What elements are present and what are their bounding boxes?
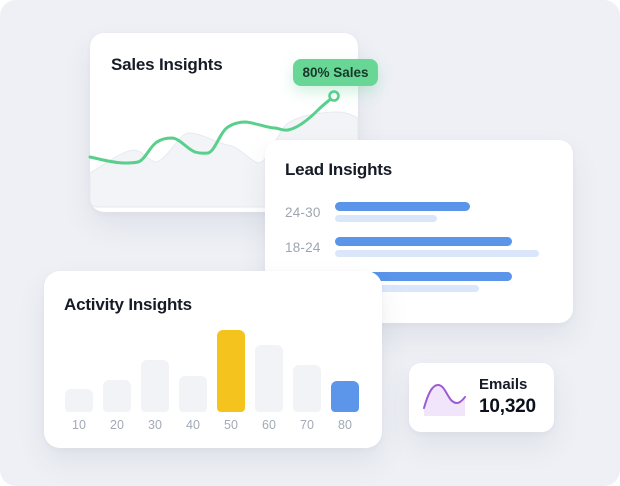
x-axis-label: 70 bbox=[300, 418, 314, 432]
lead-row: 18-24 bbox=[285, 237, 553, 257]
x-axis-label: 50 bbox=[224, 418, 238, 432]
line-endpoint-marker-icon bbox=[328, 90, 340, 102]
lead-row-label: 24-30 bbox=[285, 204, 321, 220]
activity-insights-card: Activity Insights 10 20 30 40 50 bbox=[44, 271, 382, 448]
bar-column: 40 bbox=[179, 328, 207, 432]
x-axis-label: 80 bbox=[338, 418, 352, 432]
bar-column: 60 bbox=[255, 328, 283, 432]
sales-insights-card: Sales Insights 80% Sales bbox=[88, 33, 378, 212]
bar-column: 50 bbox=[217, 328, 245, 432]
activity-bar bbox=[103, 380, 131, 412]
lead-card-title: Lead Insights bbox=[285, 160, 392, 179]
lead-bar-chart: 24-30 18-24 bbox=[285, 202, 553, 307]
activity-bar bbox=[179, 376, 207, 412]
activity-bar bbox=[65, 389, 93, 412]
activity-card-title: Activity Insights bbox=[64, 295, 192, 314]
lead-bar-primary bbox=[335, 272, 512, 281]
x-axis-label: 10 bbox=[72, 418, 86, 432]
emails-value: 10,320 bbox=[479, 395, 536, 417]
activity-bar-highlight-yellow bbox=[217, 330, 245, 412]
lead-row-label: 18-24 bbox=[285, 239, 321, 255]
x-axis-label: 30 bbox=[148, 418, 162, 432]
lead-bar-secondary bbox=[335, 285, 479, 292]
sales-card-title: Sales Insights bbox=[111, 55, 223, 74]
activity-bar-highlight-blue bbox=[331, 381, 359, 412]
lead-bar-primary bbox=[335, 237, 512, 246]
lead-row bbox=[285, 272, 553, 292]
activity-bar bbox=[255, 345, 283, 412]
bar-column: 10 bbox=[65, 328, 93, 432]
emails-area-shape bbox=[424, 384, 465, 416]
x-axis-label: 60 bbox=[262, 418, 276, 432]
activity-bar-chart: 10 20 30 40 50 60 bbox=[65, 328, 359, 432]
bar-column: 20 bbox=[103, 328, 131, 432]
sales-trend-line bbox=[88, 94, 336, 165]
emails-stat-card: Emails 10,320 bbox=[409, 363, 554, 432]
bar-column: 70 bbox=[293, 328, 321, 432]
emails-label: Emails bbox=[479, 376, 528, 394]
activity-bar bbox=[141, 360, 169, 412]
bar-column: 30 bbox=[141, 328, 169, 432]
bar-column: 80 bbox=[331, 328, 359, 432]
x-axis-label: 20 bbox=[110, 418, 124, 432]
activity-bar bbox=[293, 365, 321, 412]
sales-badge: 80% Sales bbox=[293, 59, 378, 86]
lead-bar-primary bbox=[335, 202, 470, 211]
lead-row: 24-30 bbox=[285, 202, 553, 222]
emails-area-chart-icon bbox=[423, 383, 466, 416]
emails-trend-line bbox=[423, 383, 466, 409]
x-axis-label: 40 bbox=[186, 418, 200, 432]
lead-bar-secondary bbox=[335, 250, 539, 257]
lead-bar-secondary bbox=[335, 215, 437, 222]
